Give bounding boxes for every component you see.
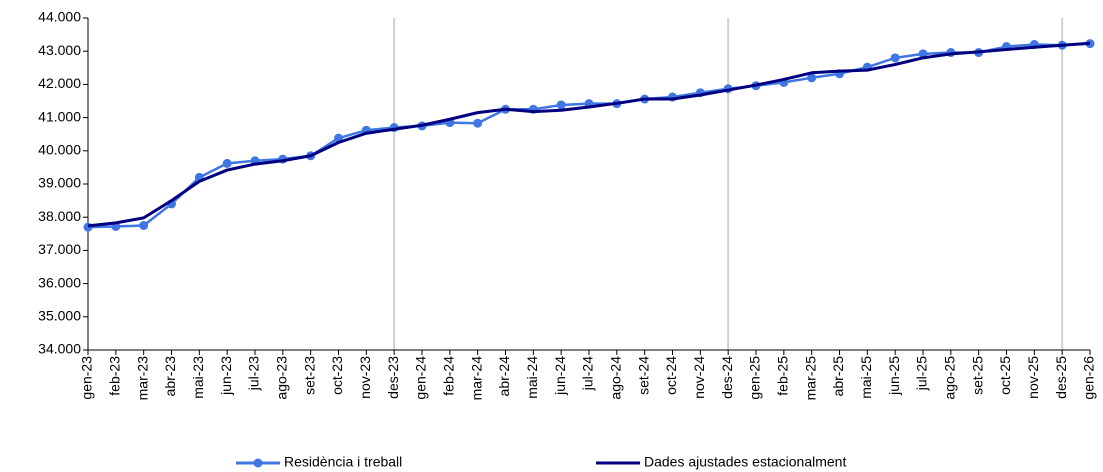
x-tick-label: nov-25 <box>1025 356 1041 399</box>
y-tick-label: 35.000 <box>38 308 81 324</box>
x-tick-label: des-25 <box>1053 356 1069 399</box>
x-tick-label: gen-26 <box>1081 356 1097 400</box>
y-tick-label: 37.000 <box>38 241 81 257</box>
data-point <box>890 53 900 63</box>
legend-label: Dades ajustades estacionalment <box>644 454 846 470</box>
data-point <box>473 118 483 128</box>
x-tick-label: mar-25 <box>802 356 818 401</box>
x-tick-label: jul-23 <box>246 356 262 391</box>
x-tick-label: mai-23 <box>190 356 206 399</box>
x-tick-label: gen-23 <box>79 356 95 400</box>
x-tick-label: mar-23 <box>134 356 150 401</box>
x-tick-label: gen-24 <box>413 356 429 400</box>
data-point <box>222 158 232 168</box>
x-tick-label: oct-24 <box>663 356 679 395</box>
x-tick-label: ago-23 <box>274 356 290 400</box>
series-line <box>87 41 1091 228</box>
x-tick-label: gen-25 <box>747 356 763 400</box>
legend-marker <box>253 458 263 468</box>
x-tick-label: feb-24 <box>441 356 457 396</box>
x-tick-label: ago-25 <box>942 356 958 400</box>
legend-label: Residència i treball <box>284 454 402 470</box>
y-tick-label: 42.000 <box>38 75 81 91</box>
x-tick-label: abr-25 <box>830 356 846 397</box>
x-tick-label: set-25 <box>969 356 985 395</box>
x-tick-label: abr-24 <box>496 356 512 397</box>
x-tick-label: jun-24 <box>552 356 568 396</box>
y-tick-label: 41.000 <box>38 108 81 124</box>
x-tick-label: abr-23 <box>162 356 178 397</box>
x-tick-label: jul-24 <box>580 356 596 391</box>
x-tick-label: mai-24 <box>524 356 540 399</box>
x-tick-label: feb-23 <box>107 356 123 396</box>
y-tick-label: 34.000 <box>38 341 81 357</box>
data-point <box>556 100 566 110</box>
x-tick-label: oct-25 <box>997 356 1013 395</box>
x-tick-label: feb-25 <box>775 356 791 396</box>
x-tick-label: des-23 <box>385 356 401 399</box>
x-tick-label: mar-24 <box>468 356 484 401</box>
y-tick-label: 36.000 <box>38 274 81 290</box>
y-tick-label: 43.000 <box>38 42 81 58</box>
x-tick-label: set-24 <box>635 356 651 395</box>
x-tick-label: jun-23 <box>218 356 234 396</box>
x-tick-label: jun-25 <box>886 356 902 396</box>
y-tick-label: 38.000 <box>38 208 81 224</box>
x-tick-label: jul-25 <box>914 356 930 391</box>
x-tick-label: ago-24 <box>608 356 624 400</box>
y-tick-label: 44.000 <box>38 9 81 25</box>
x-tick-label: mai-25 <box>858 356 874 399</box>
data-point <box>139 221 149 230</box>
y-tick-label: 39.000 <box>38 175 81 191</box>
x-tick-label: oct-23 <box>329 356 345 395</box>
x-tick-label: nov-24 <box>691 356 707 399</box>
y-tick-label: 40.000 <box>38 142 81 158</box>
data-point <box>807 73 817 83</box>
x-tick-label: des-24 <box>719 356 735 399</box>
x-tick-label: nov-23 <box>357 356 373 399</box>
series-line <box>87 42 1091 229</box>
x-tick-label: set-23 <box>301 356 317 395</box>
